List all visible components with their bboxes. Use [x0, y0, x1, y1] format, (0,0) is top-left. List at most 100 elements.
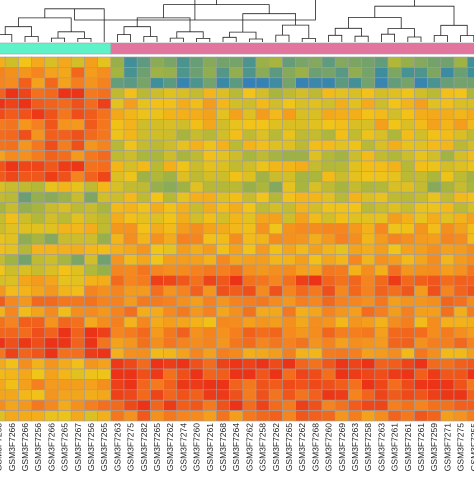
heatmap-cell — [348, 223, 362, 235]
heatmap-cell — [334, 285, 349, 297]
heatmap-cell — [136, 399, 151, 411]
heatmap-cell — [414, 223, 428, 235]
heatmap-cell — [0, 347, 6, 359]
column-label: GSM3F7265 — [60, 423, 70, 471]
heatmap-cell — [57, 56, 72, 68]
heatmap-cell — [163, 171, 178, 183]
heatmap-cell — [229, 254, 244, 266]
heatmap-cell — [242, 150, 257, 162]
heatmap-cell — [136, 254, 151, 266]
heatmap-cell — [4, 160, 19, 172]
heatmap-cell — [295, 87, 310, 99]
heatmap-cell — [414, 171, 428, 183]
heatmap-cell — [70, 191, 85, 203]
heatmap-cell — [136, 368, 151, 380]
heatmap-cell — [31, 254, 46, 266]
heatmap-cell — [427, 77, 442, 89]
heatmap-cell — [97, 389, 112, 401]
heatmap-cell — [31, 264, 46, 276]
heatmap-cell — [282, 295, 296, 307]
heatmap-cell — [387, 264, 402, 276]
heatmap-cell — [427, 337, 442, 349]
heatmap-cell — [70, 160, 85, 172]
heatmap-cell — [31, 150, 46, 162]
heatmap-cell — [427, 389, 442, 401]
heatmap-cell — [334, 399, 349, 411]
heatmap-cell — [308, 254, 323, 266]
heatmap-cell — [453, 171, 468, 183]
heatmap-cell — [84, 347, 98, 359]
heatmap-cell — [57, 129, 72, 141]
heatmap-cell — [44, 264, 59, 276]
heatmap-cell — [31, 129, 46, 141]
heatmap-cell — [163, 347, 178, 359]
heatmap-cell — [84, 77, 98, 89]
heatmap-cell — [136, 191, 151, 203]
heatmap-cell — [202, 139, 217, 151]
heatmap-cell — [374, 223, 389, 235]
heatmap-cell — [308, 379, 323, 391]
heatmap-cell — [334, 306, 349, 318]
heatmap-cell — [150, 347, 164, 359]
heatmap-cell — [255, 150, 270, 162]
heatmap-cell — [361, 316, 376, 328]
heatmap-cell — [123, 295, 138, 307]
heatmap-cell — [110, 108, 125, 120]
heatmap-cell — [282, 98, 296, 110]
heatmap-cell — [400, 202, 415, 214]
heatmap-cell — [229, 327, 244, 339]
heatmap-cell — [136, 233, 151, 245]
heatmap-cell — [387, 295, 402, 307]
heatmap-cell — [163, 410, 178, 422]
heatmap-cell — [31, 275, 46, 287]
heatmap-cell — [123, 264, 138, 276]
heatmap-cell — [18, 295, 32, 307]
heatmap-cell — [31, 139, 46, 151]
heatmap-cell — [176, 129, 191, 141]
heatmap-cell — [97, 327, 112, 339]
heatmap-cell — [163, 306, 178, 318]
heatmap-cell — [387, 368, 402, 380]
heatmap-cell — [176, 358, 191, 370]
heatmap-cell — [70, 87, 85, 99]
heatmap-cell — [374, 275, 389, 287]
heatmap-cell — [84, 399, 98, 411]
heatmap-cell — [176, 223, 191, 235]
heatmap-cell — [374, 87, 389, 99]
heatmap-cell — [4, 264, 19, 276]
dendrogram-branch — [433, 35, 448, 42]
column-label: GSM3F7263 — [112, 423, 122, 471]
heatmap-cell — [268, 285, 283, 297]
heatmap-cell — [321, 379, 336, 391]
heatmap-cell — [440, 119, 455, 131]
heatmap-cell — [4, 77, 19, 89]
heatmap-cell — [466, 275, 474, 287]
heatmap-cell — [216, 87, 230, 99]
heatmap-cell — [202, 202, 217, 214]
heatmap-cell — [84, 139, 98, 151]
heatmap-cell — [282, 327, 296, 339]
dendrogram-branch — [24, 36, 39, 42]
heatmap-cell — [255, 87, 270, 99]
heatmap-cell — [427, 264, 442, 276]
heatmap-cell — [242, 139, 257, 151]
heatmap-cell — [110, 347, 125, 359]
heatmap-cell — [374, 379, 389, 391]
heatmap-cell — [361, 275, 376, 287]
heatmap-cell — [110, 67, 125, 79]
heatmap-cell — [400, 264, 415, 276]
heatmap-cell — [70, 139, 85, 151]
heatmap-cell — [308, 150, 323, 162]
heatmap-cell — [110, 191, 125, 203]
dendrogram-branch — [387, 28, 415, 37]
heatmap-cell — [348, 191, 362, 203]
heatmap-cell — [308, 108, 323, 120]
heatmap-cell — [295, 358, 310, 370]
column-dendrogram — [0, 0, 474, 42]
heatmap-cell — [110, 327, 125, 339]
column-label: GSM3F7266 — [20, 423, 30, 471]
heatmap-cell — [400, 87, 415, 99]
heatmap-cell — [136, 98, 151, 110]
heatmap-cell — [321, 233, 336, 245]
heatmap-cell — [202, 223, 217, 235]
